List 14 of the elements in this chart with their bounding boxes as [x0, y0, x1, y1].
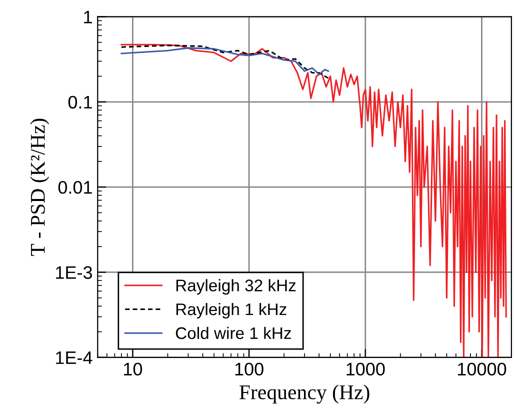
x-axis-title: Frequency (Hz): [239, 384, 370, 404]
legend-label: Cold wire 1 kHz: [176, 326, 291, 340]
x-tick-label: 100: [235, 362, 264, 376]
y-tick-label: 0.1: [68, 96, 92, 109]
y-axis-title: T - PSD (K²/Hz): [30, 118, 50, 256]
x-tick-label: 10: [124, 362, 142, 376]
legend-label: Rayleigh 1 kHz: [176, 302, 286, 319]
y-tick-label: 1: [84, 10, 92, 24]
x-tick-label: 10000: [458, 362, 506, 376]
x-tick-label: 1000: [346, 362, 385, 376]
y-tick-label: 1E-3: [56, 266, 92, 279]
y-tick-label: 1E-4: [56, 352, 92, 364]
y-tick-label: 0.01: [58, 180, 92, 194]
legend-label: Rayleigh 32 kHz: [176, 279, 296, 295]
